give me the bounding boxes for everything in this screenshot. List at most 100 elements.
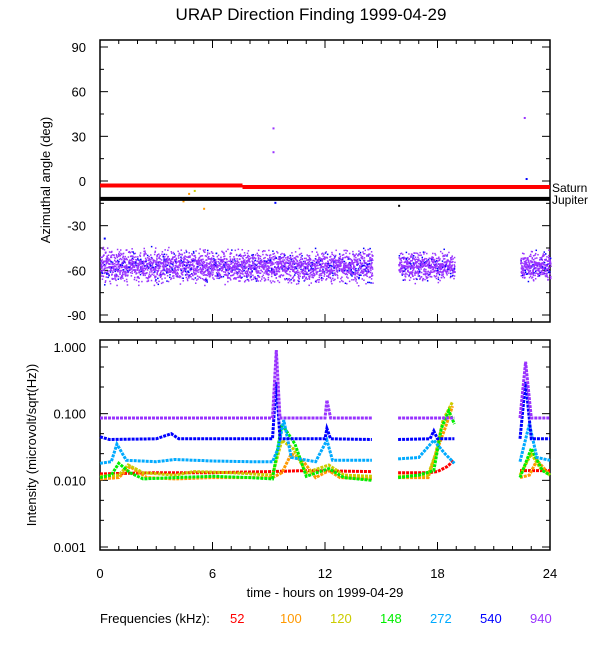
azimuth-point bbox=[247, 278, 250, 281]
azimuth-point bbox=[315, 261, 318, 264]
azimuth-point bbox=[166, 272, 168, 274]
azimuth-point bbox=[203, 250, 205, 253]
azimuth-point bbox=[303, 260, 306, 263]
azimuth-point bbox=[307, 259, 310, 261]
azimuth-point bbox=[119, 269, 121, 272]
azimuth-point bbox=[146, 267, 148, 269]
azimuth-point bbox=[165, 269, 168, 271]
azimuth-point bbox=[191, 278, 193, 280]
azimuth-point bbox=[432, 266, 434, 269]
azimuth-point bbox=[124, 267, 127, 270]
azimuth-point bbox=[261, 263, 263, 266]
azimuth-point bbox=[293, 263, 296, 265]
azimuth-point bbox=[102, 255, 104, 257]
azimuth-point bbox=[250, 275, 252, 278]
azimuth-point bbox=[298, 277, 300, 279]
azimuth-point bbox=[297, 274, 300, 277]
azimuth-point bbox=[160, 270, 162, 272]
azimuth-point bbox=[280, 266, 283, 269]
azimuth-point bbox=[217, 264, 220, 267]
azimuth-point bbox=[166, 268, 168, 270]
azimuth-point bbox=[230, 263, 232, 265]
azimuth-point bbox=[258, 261, 260, 263]
azimuth-point bbox=[166, 260, 168, 262]
azimuth-point bbox=[172, 272, 174, 274]
azimuth-point bbox=[536, 257, 538, 259]
azimuth-point bbox=[340, 270, 343, 272]
azimuth-point bbox=[368, 262, 371, 265]
azimuth-point bbox=[134, 252, 137, 255]
azimuth-point bbox=[255, 270, 257, 273]
azimuth-point bbox=[438, 273, 441, 276]
top-ytick-label: 30 bbox=[72, 129, 86, 144]
azimuth-point bbox=[290, 257, 292, 260]
azimuth-point bbox=[128, 250, 131, 253]
azimuth-point bbox=[339, 262, 341, 264]
azimuth-point bbox=[133, 262, 136, 264]
azimuth-point bbox=[201, 277, 204, 280]
azimuth-point bbox=[282, 259, 284, 261]
azimuth-point bbox=[150, 274, 152, 277]
azimuth-point bbox=[320, 258, 322, 260]
azimuth-point bbox=[448, 264, 451, 266]
azimuth-point bbox=[534, 274, 536, 277]
azimuth-point bbox=[268, 254, 271, 257]
azimuth-point bbox=[304, 271, 307, 273]
azimuth-point bbox=[199, 277, 202, 280]
azimuth-point bbox=[199, 264, 201, 267]
azimuth-point bbox=[417, 262, 420, 265]
azimuth-point bbox=[130, 264, 133, 266]
azimuth-point bbox=[251, 254, 253, 256]
azimuth-point bbox=[323, 273, 326, 276]
azimuth-point bbox=[109, 271, 112, 273]
azimuth-point bbox=[282, 261, 284, 263]
azimuth-point bbox=[239, 274, 241, 276]
azimuth-point bbox=[247, 256, 249, 259]
azimuth-point bbox=[134, 269, 136, 271]
azimuth-point bbox=[526, 267, 528, 269]
azimuth-point bbox=[364, 269, 367, 272]
azimuth-point bbox=[267, 258, 269, 260]
azimuth-point bbox=[446, 253, 449, 256]
azimuth-point bbox=[400, 261, 403, 263]
azimuth-point bbox=[258, 265, 261, 268]
azimuth-point bbox=[198, 257, 201, 259]
azimuth-point bbox=[370, 258, 373, 261]
azimuth-point bbox=[530, 267, 532, 269]
top-ytick-label: 60 bbox=[72, 85, 86, 100]
azimuth-point bbox=[409, 265, 411, 267]
azimuth-point bbox=[302, 262, 305, 265]
azimuth-point bbox=[420, 254, 423, 256]
azimuth-point bbox=[358, 274, 361, 277]
azimuth-point bbox=[253, 276, 255, 278]
azimuth-point bbox=[409, 273, 411, 275]
azimuth-point bbox=[201, 260, 203, 263]
azimuth-point bbox=[237, 255, 240, 257]
azimuth-point bbox=[319, 257, 321, 259]
azimuth-point bbox=[142, 268, 144, 271]
azimuth-point bbox=[350, 274, 352, 276]
azimuth-point bbox=[291, 268, 293, 271]
azimuth-point bbox=[243, 262, 245, 265]
azimuth-point bbox=[536, 265, 539, 267]
azimuth-point bbox=[211, 258, 213, 260]
azimuth-point bbox=[288, 277, 290, 280]
azimuth-point bbox=[406, 273, 408, 276]
azimuth-point bbox=[336, 265, 339, 268]
azimuth-point bbox=[102, 264, 105, 267]
azimuth-point bbox=[199, 268, 201, 270]
azimuth-point bbox=[111, 263, 113, 265]
azimuth-point bbox=[357, 260, 359, 262]
azimuth-point bbox=[224, 261, 227, 264]
azimuth-point bbox=[210, 273, 212, 275]
azimuth-point bbox=[228, 260, 230, 262]
azimuth-point bbox=[264, 256, 266, 259]
azimuth-point bbox=[427, 276, 429, 279]
azimuth-point bbox=[124, 261, 127, 264]
azimuth-point bbox=[119, 265, 122, 268]
azimuth-point bbox=[165, 253, 168, 256]
azimuth-point bbox=[363, 257, 366, 259]
azimuth-point bbox=[235, 254, 238, 257]
azimuth-point bbox=[194, 282, 197, 284]
azimuth-point bbox=[368, 281, 371, 284]
